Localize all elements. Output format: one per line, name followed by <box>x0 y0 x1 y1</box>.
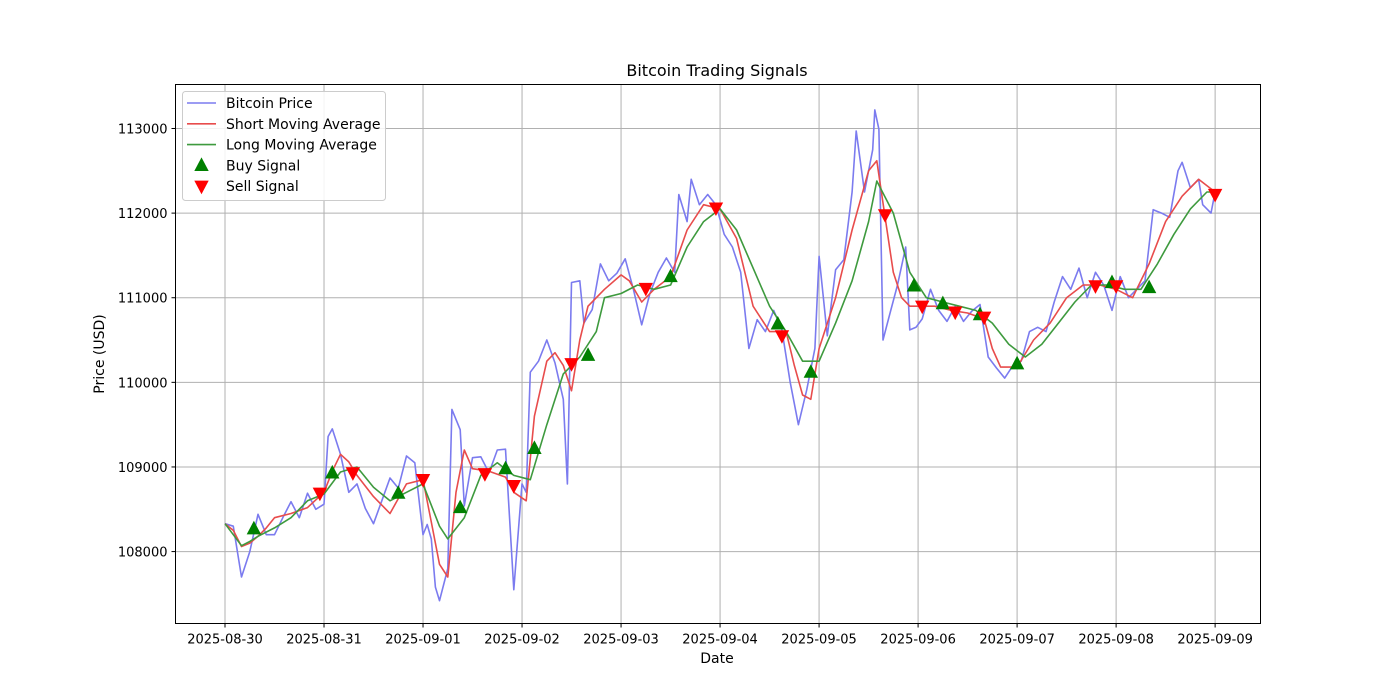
x-tick-label: 2025-09-08 <box>1078 633 1154 648</box>
legend-label: Short Moving Average <box>226 117 381 133</box>
x-tick-label: 2025-09-09 <box>1177 633 1253 648</box>
long-moving-average-line <box>224 180 1216 547</box>
legend-item: Buy Signal <box>194 157 300 174</box>
buy-signal-marker <box>452 499 468 514</box>
legend-swatch <box>194 157 209 171</box>
sell-signal-marker <box>877 209 893 223</box>
chart-title: Bitcoin Trading Signals <box>626 61 807 80</box>
legend-label: Buy Signal <box>226 158 300 174</box>
sell-signal-marker <box>774 330 790 344</box>
buy-signal-marker <box>580 347 596 361</box>
x-tick-label: 2025-08-31 <box>286 633 362 648</box>
buy-signal-marker <box>663 268 678 283</box>
legend-item: Bitcoin Price <box>187 96 313 112</box>
buy-signal-marker <box>1009 355 1025 370</box>
x-tick-label: 2025-09-04 <box>682 633 758 648</box>
legend-item: Short Moving Average <box>187 117 381 133</box>
buy-signal-marker <box>527 440 542 454</box>
y-tick-label: 108000 <box>118 546 168 561</box>
y-axis-ticks: 108000 109000 110000 111000 112000 113000 <box>118 123 176 561</box>
x-tick-label: 2025-09-06 <box>880 633 956 648</box>
legend-box <box>182 91 386 201</box>
sell-signal-marker <box>345 467 361 481</box>
buy-signal-marker <box>1141 279 1157 294</box>
sell-signal-marker <box>415 474 431 488</box>
legend-label: Sell Signal <box>226 179 299 195</box>
sell-signal-marker <box>976 311 992 326</box>
x-tick-label: 2025-08-30 <box>187 633 263 648</box>
sell-signal-marker <box>506 479 521 494</box>
legend-item: Long Moving Average <box>187 138 377 154</box>
y-tick-label: 109000 <box>118 461 168 476</box>
x-axis-ticks: 2025-08-30 2025-08-31 2025-09-01 2025-09-02… <box>187 623 1253 648</box>
y-tick-label: 110000 <box>118 376 168 391</box>
y-tick-label: 113000 <box>118 123 168 138</box>
legend-swatch <box>194 180 209 195</box>
sell-signal-marker <box>564 358 579 372</box>
sell-signal-marker <box>708 202 724 217</box>
buy-signal-marker <box>325 464 340 479</box>
buy-signal-marker <box>906 277 922 292</box>
legend-label: Bitcoin Price <box>226 96 313 112</box>
short-moving-average-line <box>224 159 1216 578</box>
sell-signal-marker <box>1207 188 1223 203</box>
sell-signal-marker <box>915 300 930 315</box>
sell-signal-marker <box>1108 280 1124 294</box>
legend: Bitcoin Price Short Moving Average Long Mo… <box>182 91 386 201</box>
x-tick-label: 2025-09-03 <box>583 633 659 648</box>
sell-signal-marker <box>948 306 963 321</box>
x-tick-label: 2025-09-01 <box>385 633 461 648</box>
y-tick-label: 111000 <box>118 292 168 307</box>
legend-item: Sell Signal <box>194 179 299 195</box>
legend-label: Long Moving Average <box>226 138 377 154</box>
markers-layer <box>246 188 1223 535</box>
buy-signal-marker <box>391 485 406 499</box>
x-tick-label: 2025-09-02 <box>484 633 560 648</box>
buy-signal-marker <box>770 315 786 330</box>
grid <box>175 84 1261 624</box>
x-axis-label: Date <box>700 651 733 667</box>
buy-signal-marker <box>498 460 513 475</box>
buy-signal-marker <box>935 295 951 310</box>
sell-signal-marker <box>1088 280 1103 294</box>
sell-signal-marker <box>312 487 328 502</box>
x-tick-label: 2025-09-07 <box>979 633 1055 648</box>
plot-frame <box>175 84 1261 624</box>
sell-signal-marker <box>477 468 493 482</box>
y-tick-label: 112000 <box>118 207 168 222</box>
sell-signal-marker <box>638 282 654 297</box>
buy-signal-marker <box>246 520 262 535</box>
buy-signal-marker <box>803 364 819 378</box>
y-axis-label: Price (USD) <box>92 314 108 393</box>
x-tick-label: 2025-09-05 <box>781 633 857 648</box>
